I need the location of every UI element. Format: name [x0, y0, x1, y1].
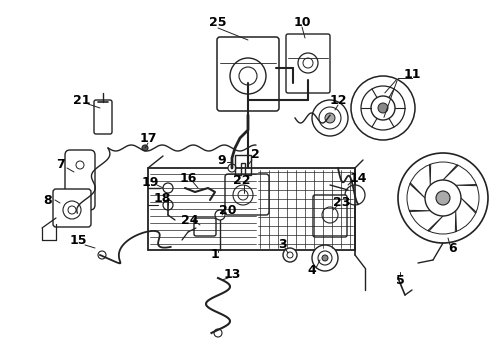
Text: 21: 21: [73, 94, 91, 107]
Circle shape: [407, 162, 479, 234]
Text: 13: 13: [223, 269, 241, 282]
Text: 6: 6: [449, 242, 457, 255]
FancyBboxPatch shape: [313, 195, 347, 237]
Circle shape: [436, 191, 450, 205]
Circle shape: [142, 145, 148, 151]
Circle shape: [63, 201, 81, 219]
Text: 9: 9: [218, 153, 226, 166]
Text: 12: 12: [329, 94, 347, 107]
Text: 1: 1: [211, 248, 220, 261]
Text: 17: 17: [139, 131, 157, 144]
Text: 10: 10: [293, 15, 311, 28]
FancyBboxPatch shape: [286, 34, 330, 93]
Circle shape: [214, 329, 222, 337]
Circle shape: [298, 53, 318, 73]
Circle shape: [68, 206, 76, 214]
Circle shape: [319, 107, 341, 129]
Circle shape: [312, 100, 348, 136]
Circle shape: [322, 207, 338, 223]
Circle shape: [215, 210, 225, 220]
Text: 22: 22: [233, 174, 251, 186]
Circle shape: [98, 251, 106, 259]
Text: 4: 4: [308, 264, 317, 276]
Circle shape: [230, 58, 266, 94]
Text: 3: 3: [278, 238, 286, 252]
Circle shape: [322, 255, 328, 261]
Circle shape: [371, 96, 395, 120]
Circle shape: [351, 76, 415, 140]
Circle shape: [163, 183, 173, 193]
Circle shape: [303, 58, 313, 68]
FancyBboxPatch shape: [194, 218, 216, 236]
Text: 18: 18: [153, 192, 171, 204]
Text: 23: 23: [333, 197, 351, 210]
Bar: [148, 168, 355, 250]
Circle shape: [239, 67, 257, 85]
Text: 7: 7: [56, 158, 64, 171]
Circle shape: [318, 251, 332, 265]
Circle shape: [378, 103, 388, 113]
Text: 14: 14: [349, 171, 367, 184]
Text: 20: 20: [219, 203, 237, 216]
FancyBboxPatch shape: [65, 150, 95, 210]
Text: 11: 11: [403, 68, 421, 81]
Text: 19: 19: [141, 175, 159, 189]
Text: 8: 8: [44, 194, 52, 207]
Circle shape: [312, 245, 338, 271]
FancyBboxPatch shape: [53, 189, 91, 227]
Circle shape: [228, 164, 236, 172]
Circle shape: [163, 200, 173, 210]
Text: 5: 5: [395, 274, 404, 287]
Circle shape: [325, 113, 335, 123]
Circle shape: [287, 252, 293, 258]
Text: 16: 16: [179, 171, 196, 184]
Circle shape: [76, 161, 84, 169]
Circle shape: [238, 190, 248, 200]
Circle shape: [76, 195, 84, 203]
Text: 25: 25: [209, 15, 227, 28]
Circle shape: [398, 153, 488, 243]
Text: 15: 15: [69, 234, 87, 247]
Text: 24: 24: [181, 213, 199, 226]
Circle shape: [345, 185, 365, 205]
Circle shape: [233, 185, 253, 205]
Text: 2: 2: [250, 148, 259, 162]
FancyBboxPatch shape: [225, 174, 269, 215]
Circle shape: [283, 248, 297, 262]
FancyBboxPatch shape: [94, 100, 112, 134]
Circle shape: [361, 86, 405, 130]
FancyBboxPatch shape: [217, 37, 279, 111]
Circle shape: [425, 180, 461, 216]
